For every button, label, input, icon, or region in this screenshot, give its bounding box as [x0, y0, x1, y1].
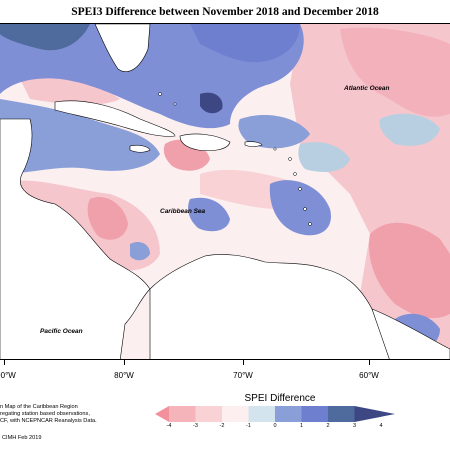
copyright-text: CIMH Feb 2019 — [2, 435, 42, 441]
land-masses — [0, 24, 450, 359]
longitude-label: 90°W — [0, 371, 16, 380]
legend-colorbar — [155, 406, 395, 422]
legend-tick-label: 0 — [273, 423, 277, 429]
longitude-label: 60°W — [359, 371, 379, 380]
pacific-ocean-label: Pacific Ocean — [40, 328, 83, 335]
caribbean-sea-label: Caribbean Sea — [160, 208, 206, 215]
legend-arrow-low — [155, 406, 169, 422]
legend-color-cell — [328, 406, 355, 422]
legend-tick-label: 1 — [299, 423, 304, 429]
legend-tick-label: 2 — [326, 423, 330, 429]
credit-line: n Map of the Caribbean Region — [0, 404, 78, 410]
legend-arrow-high — [354, 406, 395, 422]
spei-map — [0, 23, 450, 360]
legend-tick-label: 3 — [352, 423, 357, 429]
legend-tick-label: 4 — [379, 423, 383, 429]
positive-anomaly-fields — [0, 24, 440, 351]
credit-line: CF, with NCEPNCAR Reanalysis Data. — [0, 418, 97, 425]
legend-color-cell — [248, 406, 276, 422]
lon-tick — [243, 360, 244, 365]
longitude-label: 80°W — [114, 371, 134, 380]
legend-color-cell — [301, 406, 329, 422]
legend-color-cell — [169, 406, 196, 422]
map-canvas — [0, 24, 450, 359]
lon-tick — [369, 360, 370, 365]
map-title: SPEI3 Difference between November 2018 a… — [71, 6, 379, 18]
longitude-label: 70°W — [233, 371, 253, 380]
map-credits: n Map of the Caribbean Region regating s… — [0, 404, 140, 426]
legend-tick-label: -4 — [166, 423, 172, 429]
legend-tick-label: -2 — [219, 423, 225, 429]
legend-color-cell — [195, 406, 223, 422]
lon-tick — [124, 360, 125, 365]
atlantic-ocean-label: Atlantic Ocean — [344, 85, 390, 92]
legend-title: SPEI Difference — [244, 393, 316, 404]
lon-tick — [4, 360, 5, 365]
legend-tick-label: -3 — [193, 423, 198, 429]
credit-line: regating station based observations, — [0, 411, 90, 418]
legend-tick-label: -1 — [246, 423, 251, 429]
legend-color-cell — [275, 406, 302, 422]
legend-color-cell — [222, 406, 249, 422]
